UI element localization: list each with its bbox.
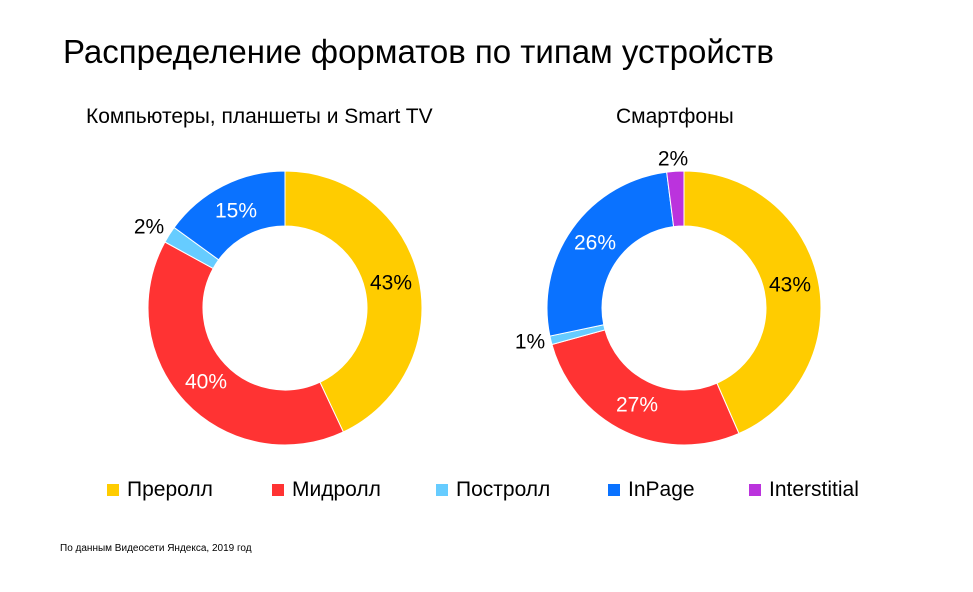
legend-item-preroll: Преролл	[107, 475, 213, 505]
slice-inpage	[173, 170, 286, 261]
legend-label-preroll: Преролл	[127, 478, 213, 501]
legend-swatch-postroll	[436, 484, 448, 496]
page-title: Распределение форматов по типам устройст…	[63, 33, 774, 70]
legend-label-interstitial: Interstitial	[769, 478, 859, 501]
legend-swatch-inpage	[608, 484, 620, 496]
data-label-interstitial: 2%	[658, 148, 688, 171]
legend-label-postroll: Постролл	[456, 478, 551, 501]
legend-label-midroll: Мидролл	[292, 478, 381, 501]
slice-interstitial	[666, 170, 685, 228]
legend-label-inpage: InPage	[628, 478, 695, 501]
slice-midroll	[147, 241, 344, 446]
legend-item-postroll: Постролл	[436, 475, 550, 505]
slice-preroll	[284, 170, 423, 433]
legend: Преролл Мидролл Постролл InPage Intersti…	[0, 475, 973, 515]
slice-midroll	[551, 329, 740, 446]
legend-swatch-preroll	[107, 484, 119, 496]
donut-chart-smartphones: 43% 27% 1% 26% 2%	[515, 148, 822, 446]
legend-swatch-midroll	[272, 484, 284, 496]
data-label-inpage: 26%	[574, 232, 616, 255]
donut-chart-desktop: 43% 40% 2% 15%	[134, 170, 423, 446]
data-label-preroll: 43%	[370, 272, 412, 295]
data-label-midroll: 27%	[616, 394, 658, 417]
legend-swatch-interstitial	[749, 484, 761, 496]
legend-item-midroll: Мидролл	[272, 475, 381, 505]
source-note: По данным Видеосети Яндекса, 2019 год	[60, 543, 252, 554]
data-label-midroll: 40%	[185, 371, 227, 394]
slice-preroll	[683, 170, 822, 435]
data-label-postroll: 2%	[134, 216, 164, 239]
data-label-inpage: 15%	[215, 200, 257, 223]
slice-inpage	[546, 171, 675, 337]
data-label-postroll: 1%	[515, 331, 545, 354]
legend-item-inpage: InPage	[608, 475, 695, 505]
data-label-preroll: 43%	[769, 274, 811, 297]
legend-item-interstitial: Interstitial	[749, 475, 859, 505]
chart-title-desktop: Компьютеры, планшеты и Smart TV	[86, 105, 433, 128]
chart-title-smartphones: Смартфоны	[616, 105, 734, 128]
